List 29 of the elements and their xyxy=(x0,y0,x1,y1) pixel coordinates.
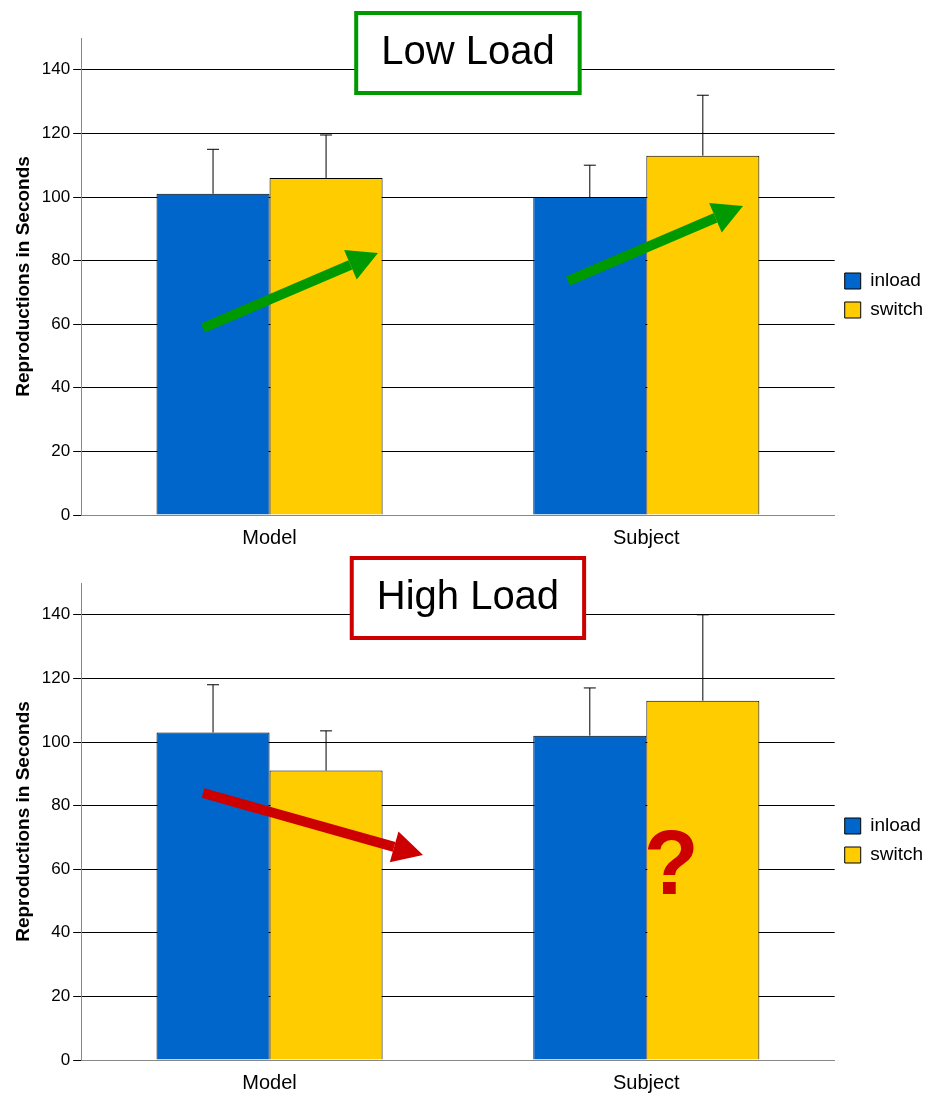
y-tick-label: 20 xyxy=(51,441,71,461)
y-tick-label: 100 xyxy=(41,731,71,751)
legend-label: switch xyxy=(870,298,924,320)
y-tick-label: 80 xyxy=(51,795,71,815)
y-tick-label: 40 xyxy=(51,377,71,397)
y-tick-label: 80 xyxy=(51,250,71,270)
y-axis-title: Reproductions in Seconds xyxy=(11,701,33,942)
legend-label: inload xyxy=(870,814,921,836)
y-tick-label: 20 xyxy=(51,986,71,1006)
y-tick-label: 140 xyxy=(41,59,71,79)
x-tick-label: Model xyxy=(242,1070,297,1093)
y-tick-label: 140 xyxy=(41,604,71,624)
chart-title: High Load xyxy=(376,573,560,618)
y-tick-label: 120 xyxy=(41,668,71,688)
x-tick-label: Model xyxy=(242,525,297,548)
x-tick-label: Subject xyxy=(612,525,681,548)
y-tick-label: 0 xyxy=(60,504,71,524)
legend-label: switch xyxy=(870,843,924,865)
legend-label: inload xyxy=(870,269,921,291)
y-tick-label: 0 xyxy=(60,1049,71,1069)
y-axis-title: Reproductions in Seconds xyxy=(11,156,33,397)
y-tick-label: 100 xyxy=(41,186,71,206)
y-tick-label: 120 xyxy=(41,123,71,143)
x-tick-label: Subject xyxy=(612,1070,681,1093)
annotation: ? xyxy=(643,813,699,914)
chart-title: Low Load xyxy=(381,28,555,73)
y-tick-label: 40 xyxy=(51,922,71,942)
y-tick-label: 60 xyxy=(51,858,71,878)
y-tick-label: 60 xyxy=(51,313,71,333)
